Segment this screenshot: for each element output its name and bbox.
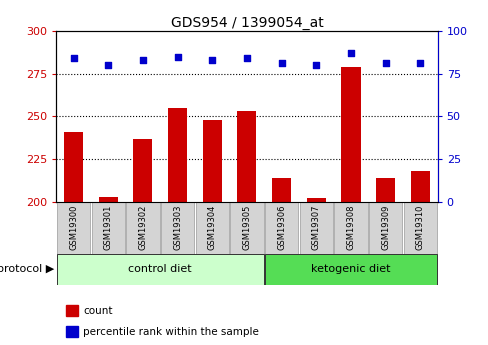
Bar (66, 305, 78, 316)
Point (139, 57, 146, 63)
FancyBboxPatch shape (195, 202, 228, 254)
Text: GSM19307: GSM19307 (311, 205, 320, 250)
Text: protocol ▶: protocol ▶ (0, 264, 54, 274)
Text: control diet: control diet (128, 264, 192, 274)
Text: GSM19309: GSM19309 (380, 205, 389, 250)
FancyBboxPatch shape (57, 202, 90, 254)
Text: GSM19302: GSM19302 (138, 205, 147, 250)
Title: GDS954 / 1399054_at: GDS954 / 1399054_at (170, 16, 323, 30)
Point (312, 62, 320, 68)
FancyBboxPatch shape (264, 202, 298, 254)
Point (104, 62, 112, 68)
FancyBboxPatch shape (334, 202, 367, 254)
Bar (306, 198, 325, 202)
Bar (64, 132, 83, 202)
Text: GSM19308: GSM19308 (346, 205, 355, 250)
Bar (203, 120, 222, 202)
Bar (99, 197, 118, 202)
Bar (341, 67, 360, 202)
Point (381, 61, 389, 66)
Bar (133, 139, 152, 202)
FancyBboxPatch shape (368, 202, 402, 254)
Text: GSM19305: GSM19305 (242, 205, 251, 250)
Text: ketogenic diet: ketogenic diet (310, 264, 390, 274)
Text: percentile rank within the sample: percentile rank within the sample (83, 327, 259, 337)
Text: GSM19306: GSM19306 (277, 205, 285, 250)
Text: GSM19304: GSM19304 (207, 205, 216, 250)
FancyBboxPatch shape (161, 202, 194, 254)
Point (277, 61, 285, 66)
Bar (410, 171, 429, 202)
Bar (271, 178, 290, 202)
Text: count: count (83, 306, 112, 316)
Bar (375, 178, 394, 202)
FancyBboxPatch shape (91, 202, 124, 254)
Point (416, 61, 424, 66)
Point (173, 54, 181, 59)
Point (208, 57, 216, 63)
Bar (168, 108, 187, 202)
FancyBboxPatch shape (126, 202, 159, 254)
Text: GSM19303: GSM19303 (173, 205, 182, 250)
Point (69, 56, 77, 61)
Text: GSM19301: GSM19301 (103, 205, 113, 250)
FancyBboxPatch shape (230, 202, 263, 254)
Point (243, 56, 250, 61)
FancyBboxPatch shape (57, 254, 263, 285)
Text: GSM19300: GSM19300 (69, 205, 78, 250)
Bar (66, 326, 78, 337)
Text: GSM19310: GSM19310 (415, 205, 424, 250)
Point (346, 50, 354, 56)
FancyBboxPatch shape (299, 202, 332, 254)
Bar (237, 111, 256, 202)
FancyBboxPatch shape (403, 202, 436, 254)
FancyBboxPatch shape (264, 254, 436, 285)
